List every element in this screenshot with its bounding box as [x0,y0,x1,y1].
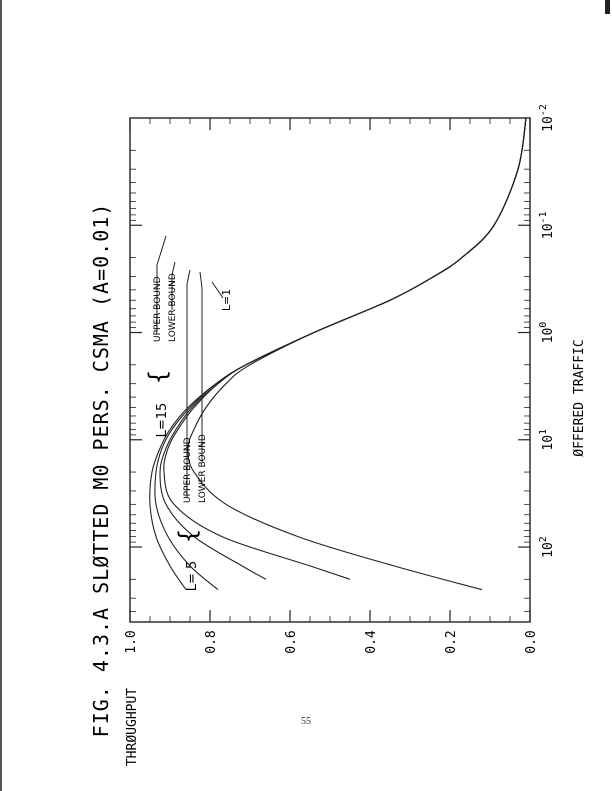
leader-l15-lower-tip [171,261,176,276]
series-line-2 [163,117,527,580]
annotation-l5-lower: LOWER BOUND [198,434,208,503]
leader-l15-upper-tip [156,235,167,266]
series-line-3 [159,117,527,580]
series-line-5 [149,117,527,591]
x-tick-text: 10-2 [538,104,556,132]
x-tick-text: 102 [538,536,556,558]
annotation-l1-group: L=1 [211,281,233,311]
series-line-1 [187,117,527,591]
annotation-l5-upper: UPPER BOUND [183,437,193,503]
brace-l15: { [144,369,172,384]
series-layer [149,117,527,591]
annotation-l5-label: L= 5 [185,561,200,592]
x-tick-text: 10-1 [538,211,556,239]
annotation-l15-group: L=15 { UPPER BOUND LOWER BOUND [144,235,178,438]
y-tick-label: 1.0 [124,630,139,653]
leader-l1 [211,281,224,299]
plot-frame-group [129,117,531,623]
x-tick-label: 10-2 [538,104,556,132]
x-tick-label: 100 [538,322,556,344]
left-scan-edge [0,0,2,791]
y-axis-label: THRØUGHPUT [125,688,140,766]
x-tick-label: 10-1 [538,211,556,239]
x-axis-label: ØFFERED TRAFFIC [572,339,587,456]
x-tick-exponent: 2 [538,536,549,542]
figure-title: FIG. 4.3.A SLØTTED M0 PERS. CSMA (A=0.01… [89,203,113,738]
annotation-l1: L=1 [220,289,233,311]
brace-l5: { [174,528,202,543]
plot-frame [129,117,531,623]
page-number: 55 [301,716,311,727]
x-tick-label: 102 [538,536,556,558]
x-tick-text: 100 [538,322,556,344]
series-line-4 [154,117,527,591]
y-tick-label: 0.6 [284,630,299,653]
y-tick-label: 0.8 [204,630,219,653]
leader-l5-upper-tip [186,269,191,285]
y-tick-label: 0.4 [364,630,379,654]
x-tick-exponent: 0 [538,322,549,328]
leader-l5-lower-tip [199,271,203,289]
x-tick-label: 101 [538,429,556,451]
annotation-l15-upper: UPPER BOUND [153,276,163,342]
corner-mark [605,0,610,14]
ticks-layer [129,118,531,623]
x-tick-text: 101 [538,429,556,451]
annotation-l15-lower: LOWER BOUND [168,273,178,342]
x-tick-exponent: -1 [538,211,549,223]
y-tick-label: 0.0 [524,630,539,653]
annotation-l5-group: L= 5 { UPPER BOUND LOWER BOUND [174,269,208,592]
x-tick-exponent: -2 [538,104,549,116]
x-tick-exponent: 1 [538,429,549,435]
annotation-l15-label: L=15 [155,403,170,438]
y-tick-label: 0.2 [444,630,459,653]
